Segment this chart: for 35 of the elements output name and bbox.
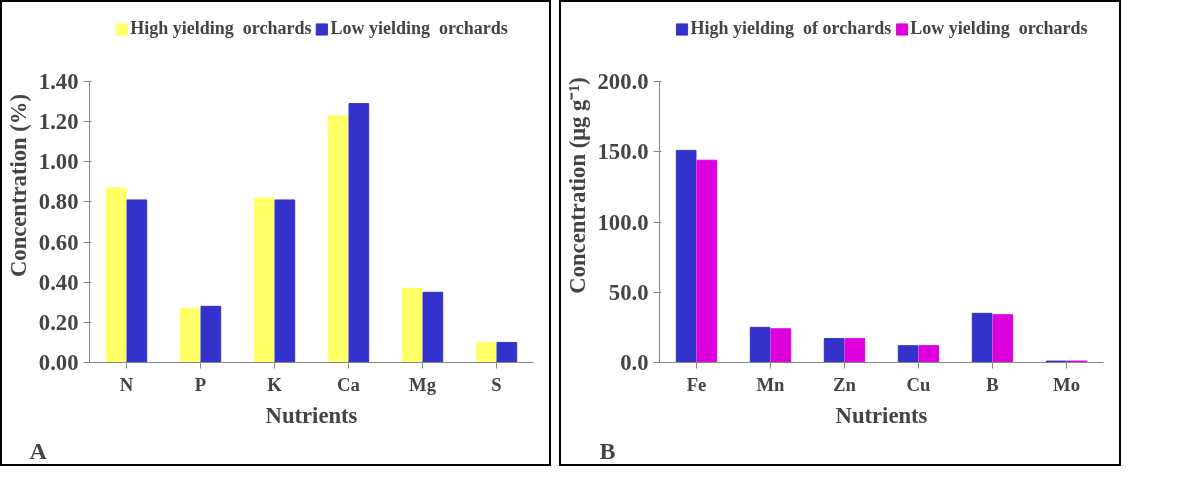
y-tick-label: 1.00 <box>38 149 79 175</box>
x-tick-label: Cu <box>906 373 931 395</box>
y-tick-label: 0.40 <box>38 269 79 295</box>
legend-label: High yielding orchards <box>130 18 312 39</box>
y-tick-label: 50.0 <box>608 279 649 305</box>
x-tick-label: S <box>491 373 502 395</box>
y-tick-label: 150.0 <box>597 139 649 165</box>
y-tick-label: 1.20 <box>38 109 79 135</box>
x-tick-label: Mn <box>756 373 786 395</box>
x-tick-label: B <box>986 373 999 395</box>
x-tick-label: N <box>119 373 134 395</box>
x-tick-label: Fe <box>686 373 707 395</box>
y-tick-label: 0.80 <box>38 189 79 215</box>
y-axis-title: Concentration (%) <box>5 93 31 278</box>
y-tick-label: 200.0 <box>597 69 649 95</box>
legend-label: Low yielding orchards <box>910 18 1088 39</box>
text: B <box>599 437 616 464</box>
legend-label: High yielding of orchards <box>690 18 892 39</box>
y-tick-label: 0.20 <box>38 309 79 335</box>
y-tick-label: 100.0 <box>597 209 649 235</box>
x-tick-label: P <box>194 373 207 395</box>
x-tick-label: Ca <box>337 373 361 395</box>
x-axis-title: Nutrients <box>265 402 358 428</box>
y-tick-label: 0.0 <box>620 350 649 375</box>
x-tick-label: Mg <box>409 373 437 395</box>
x-tick-label: Mo <box>1053 373 1080 395</box>
x-tick-label: K <box>267 373 283 395</box>
x-tick-label: Zn <box>833 373 857 395</box>
text: A <box>29 437 48 464</box>
y-tick-label: 0.00 <box>38 350 79 375</box>
y-tick-label: 0.60 <box>38 229 79 255</box>
y-tick-label: 1.40 <box>38 69 79 95</box>
y-axis-title: Concentration (μg g⁻¹) <box>564 77 590 294</box>
x-axis-title: Nutrients <box>835 402 928 428</box>
legend-label: Low yielding orchards <box>330 18 508 39</box>
